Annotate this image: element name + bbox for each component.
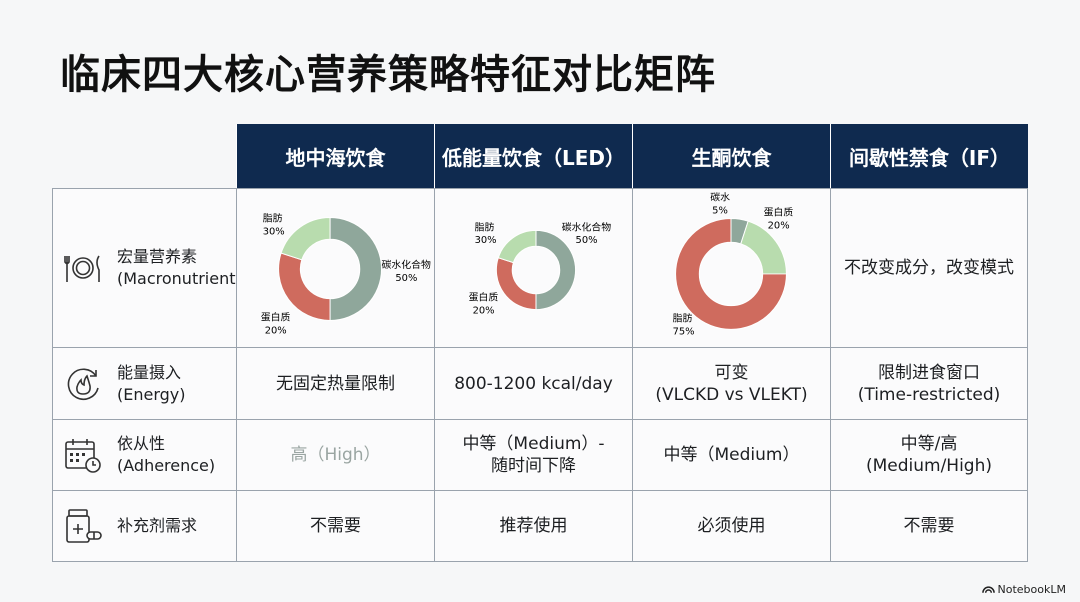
donut-slice-蛋白质 [497, 229, 537, 264]
column-header-if: 间歇性禁食（IF） [830, 124, 1028, 188]
adherence-if-line1: 中等/高 [900, 434, 958, 454]
row-header-adherence: 依从性 (Adherence) [52, 419, 237, 491]
notebooklm-logo-icon [981, 586, 995, 593]
fat-label: 脂肪 [475, 220, 495, 233]
fat-label: 脂肪 [263, 211, 283, 224]
supplement-cell-mediterranean: 不需要 [236, 490, 435, 562]
donut-chart-led: 脂肪 30% 碳水化合物 50% 蛋白质 20% [469, 220, 612, 317]
protein-value: 20% [768, 220, 790, 231]
carb-value: 50% [576, 235, 598, 246]
energy-cell-mediterranean: 无固定热量限制 [236, 347, 435, 420]
donut-slice-脂肪 [495, 257, 537, 311]
row-label-zh: 能量摄入 [117, 362, 182, 382]
energy-keto-line1: 可变 [714, 362, 749, 383]
supplement-cell-if: 不需要 [830, 490, 1028, 562]
fat-label: 脂肪 [673, 311, 693, 324]
donut-slice-碳水化合物 [535, 229, 577, 311]
protein-value: 20% [473, 306, 495, 317]
adherence-cell-mediterranean: 高（High） [236, 419, 435, 491]
adherence-cell-if: 中等/高 (Medium/High) [830, 419, 1028, 491]
supplement-cell-keto: 必须使用 [632, 490, 831, 562]
donut-chart-mediterranean: 脂肪 30% 碳水化合物 50% 蛋白质 20% [261, 211, 432, 336]
carb-value: 5% [712, 206, 728, 217]
macro-cell-mediterranean: 脂肪 30% 碳水化合物 50% 蛋白质 20% [236, 188, 435, 348]
row-label-en: (Energy) [117, 384, 186, 404]
macro-cell-led: 脂肪 30% 碳水化合物 50% 蛋白质 20% [434, 188, 633, 348]
row-header-energy: 能量摄入 (Energy) [52, 347, 237, 420]
donut-chart-keto: 碳水 5% 蛋白质 20% 脂肪 75% [673, 191, 794, 338]
row-header-macronutrients: 宏量营养素 (Macronutrients) [52, 188, 250, 348]
protein-label: 蛋白质 [469, 291, 499, 304]
energy-cell-led: 800-1200 kcal/day [434, 347, 633, 420]
row-label-en: (Macronutrients) [117, 269, 251, 288]
carb-label: 碳水化合物 [382, 258, 432, 271]
brand-name: NotebookLM [997, 583, 1066, 596]
fat-value: 75% [673, 326, 695, 337]
carb-label: 碳水化合物 [562, 220, 612, 233]
row-header-supplements: 补充剂需求 [52, 490, 237, 562]
donut-slice-脂肪 [675, 218, 787, 330]
fat-value: 30% [475, 235, 497, 246]
adherence-cell-led: 中等（Medium）- 随时间下降 [434, 419, 633, 491]
row-label-zh: 依从性 [117, 434, 166, 453]
protein-label: 蛋白质 [261, 310, 291, 323]
carb-value: 50% [395, 273, 417, 284]
pill-bottle-icon [66, 509, 102, 543]
protein-value: 20% [265, 325, 287, 336]
energy-if-line1: 限制进食窗口 [877, 362, 980, 383]
adherence-if-line2: (Medium/High) [865, 456, 993, 476]
row-label-zh: 宏量营养素 [117, 247, 198, 266]
protein-label: 蛋白质 [764, 206, 794, 219]
column-header-mediterranean: 地中海饮食 [236, 124, 434, 188]
donut-slice-脂肪 [278, 252, 331, 321]
fat-value: 30% [263, 226, 285, 237]
donut-slice-蛋白质 [280, 217, 331, 261]
macro-cell-if: 不改变成分，改变模式 [830, 188, 1028, 348]
supplement-cell-led: 推荐使用 [434, 490, 633, 562]
energy-cell-keto: 可变 (VLCKD vs VLEKT) [632, 347, 831, 420]
adherence-led-line1: 中等（Medium）- [462, 434, 605, 454]
energy-if-line2: (Time-restricted) [857, 384, 1001, 405]
energy-cell-if: 限制进食窗口 (Time-restricted) [830, 347, 1028, 420]
calendar-clock-icon [65, 439, 101, 473]
macro-cell-keto: 碳水 5% 蛋白质 20% 脂肪 75% [632, 188, 831, 348]
energy-keto-line2: (VLCKD vs VLEKT) [655, 384, 808, 405]
plate-fork-knife-icon [64, 255, 100, 282]
donut-slice-碳水化合物 [329, 217, 383, 321]
carb-label: 碳水 [710, 191, 730, 204]
flame-cycle-icon [67, 367, 99, 400]
row-label-zh: 补充剂需求 [117, 516, 198, 535]
column-header-keto: 生酮饮食 [632, 124, 830, 188]
page-title: 临床四大核心营养策略特征对比矩阵 [60, 52, 716, 98]
brand-footer: NotebookLM [981, 583, 1066, 596]
adherence-cell-keto: 中等（Medium） [632, 419, 831, 491]
adherence-led-line2: 随时间下降 [490, 456, 576, 476]
comparison-matrix: 地中海饮食 低能量饮食（LED） 生酮饮食 间歇性禁食（IF） 宏量营养素 (M… [52, 124, 1028, 562]
row-label-en: (Adherence) [117, 456, 216, 475]
column-header-led: 低能量饮食（LED） [434, 124, 632, 188]
